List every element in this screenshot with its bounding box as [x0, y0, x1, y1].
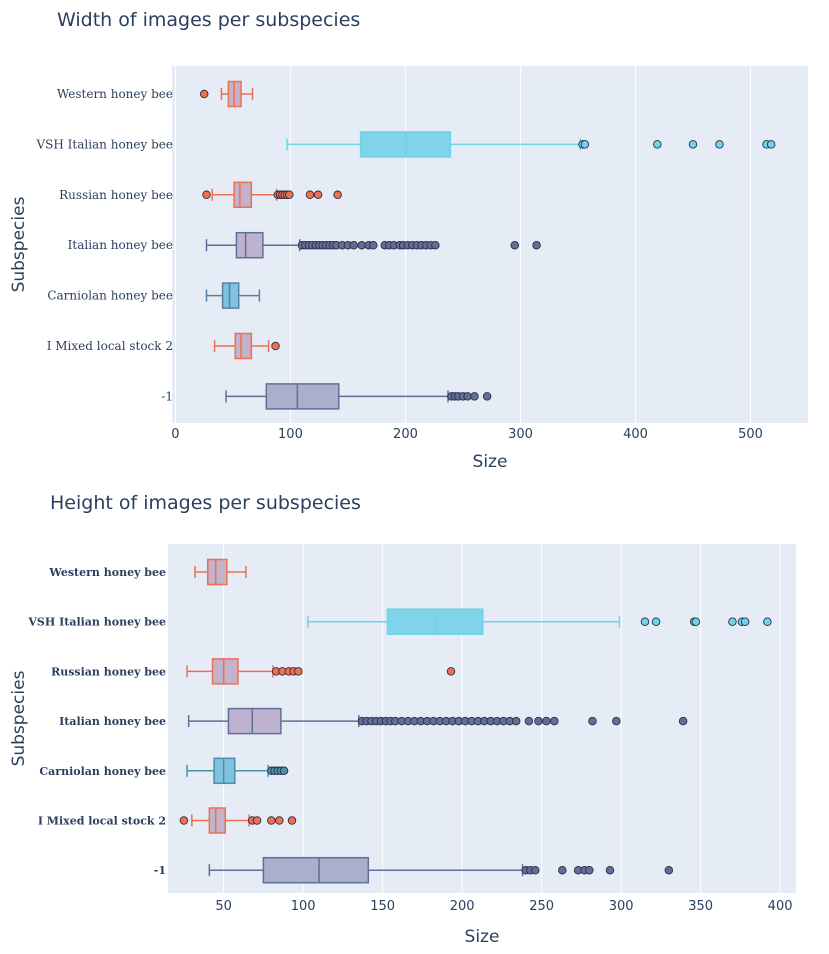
width-outlier-point: [271, 341, 280, 351]
height-outlier-point: [294, 667, 303, 676]
height-x-tick-label: 150: [370, 899, 395, 914]
width-boxplot: 0 100 200 300 400 500 Size Subspecies Western ho…: [9, 66, 808, 472]
width-box: [234, 332, 253, 360]
height-outlier-point: [678, 716, 688, 726]
height-category-label: Italian honey bee: [59, 715, 166, 728]
width-outlier-point: [431, 240, 440, 250]
width-x-axis-title: Size: [473, 452, 508, 472]
width-x-tick-label: 100: [278, 427, 303, 442]
height-category-label: Russian honey bee: [51, 665, 166, 678]
width-outlier-point: [580, 140, 590, 149]
height-outlier-point: [558, 865, 567, 875]
height-outlier-point: [275, 816, 284, 825]
width-x-tick-label: 500: [738, 427, 763, 442]
height-outlier-point: [664, 865, 674, 875]
width-outlier-point: [313, 190, 323, 200]
height-outlier-point: [531, 865, 540, 875]
width-outlier-point: [715, 140, 724, 149]
height-outlier-point: [728, 617, 737, 626]
height-category-label: VSH Italian honey bee: [27, 616, 166, 629]
width-category-label: -1: [161, 389, 173, 403]
height-x-tick-label: 200: [450, 899, 475, 914]
height-category-label: Western honey bee: [48, 566, 166, 579]
height-category-label: I Mixed local stock 2: [38, 815, 166, 828]
width-outlier-point: [510, 240, 519, 250]
height-outlier-point: [542, 716, 551, 726]
width-x-tick-label: 400: [623, 427, 648, 442]
width-box: [265, 383, 340, 410]
width-y-axis-title: Subspecies: [9, 196, 29, 292]
height-outlier-point: [585, 865, 594, 875]
width-outlier-point: [688, 140, 698, 149]
height-outlier-point: [651, 617, 661, 626]
height-outlier-point: [612, 716, 621, 726]
height-x-tick-label: 50: [215, 899, 232, 914]
height-x-tick-label: 400: [768, 899, 793, 914]
height-y-axis-title: Subspecies: [9, 670, 29, 766]
width-outlier-point: [369, 240, 378, 250]
height-outlier-point: [446, 667, 456, 676]
width-outlier-point: [333, 190, 342, 200]
height-outlier-point: [691, 617, 701, 626]
width-category-label: Western honey bee: [57, 87, 173, 101]
height-category-label: Carniolan honey bee: [39, 765, 166, 778]
height-boxplot: 50 100 150 200 250 300 350 400 Size Subspecies Wes…: [9, 544, 796, 947]
width-box: [235, 231, 264, 259]
height-category-label: -1: [154, 864, 166, 877]
height-outlier-point: [252, 816, 262, 825]
height-outlier-point: [267, 816, 276, 825]
height-box: [227, 707, 282, 735]
width-x-tick-label: 300: [508, 427, 533, 442]
height-outlier-point: [740, 617, 750, 626]
width-category-label: I Mixed local stock 2: [47, 339, 173, 353]
width-outlier-point: [653, 140, 662, 149]
width-outlier-point: [470, 392, 479, 401]
width-chart-title: Width of images per subspecies: [57, 9, 361, 31]
height-chart-title: Height of images per subspecies: [50, 492, 361, 514]
width-box: [221, 282, 240, 309]
height-outlier-point: [605, 865, 615, 875]
height-outlier-point: [763, 617, 772, 626]
width-box: [233, 181, 253, 209]
height-box: [208, 807, 226, 834]
width-outlier-point: [532, 240, 541, 250]
height-outlier-point: [279, 766, 289, 776]
height-x-tick-label: 300: [609, 899, 634, 914]
height-box: [206, 558, 228, 586]
height-x-tick-label: 250: [529, 899, 554, 914]
height-outlier-point: [550, 716, 559, 726]
height-outlier-point: [588, 716, 597, 726]
width-category-label: VSH Italian honey bee: [35, 137, 173, 151]
height-outlier-point: [511, 716, 521, 726]
width-category-label: Carniolan honey bee: [47, 289, 173, 303]
width-category-label: Italian honey bee: [68, 238, 173, 252]
width-x-tick-label: 200: [393, 427, 418, 442]
height-x-tick-label: 350: [688, 899, 713, 914]
height-x-tick-label: 100: [291, 899, 316, 914]
height-outlier-point: [179, 816, 189, 825]
height-box: [262, 856, 370, 884]
height-outlier-point: [524, 716, 534, 726]
height-outlier-point: [640, 617, 650, 626]
width-outlier-point: [482, 392, 492, 401]
width-x-tick-label: 0: [171, 427, 179, 442]
width-outlier-point: [766, 140, 776, 149]
height-box: [211, 658, 239, 685]
height-x-axis-title: Size: [465, 927, 500, 947]
width-outlier-point: [202, 190, 211, 200]
width-outlier-point: [285, 190, 294, 200]
width-outlier-point: [305, 190, 315, 200]
width-outlier-point: [199, 89, 209, 99]
height-outlier-point: [534, 716, 543, 726]
width-category-label: Russian honey bee: [59, 188, 173, 202]
height-outlier-point: [287, 816, 297, 825]
height-box: [213, 757, 236, 785]
width-outlier-point: [349, 240, 358, 250]
